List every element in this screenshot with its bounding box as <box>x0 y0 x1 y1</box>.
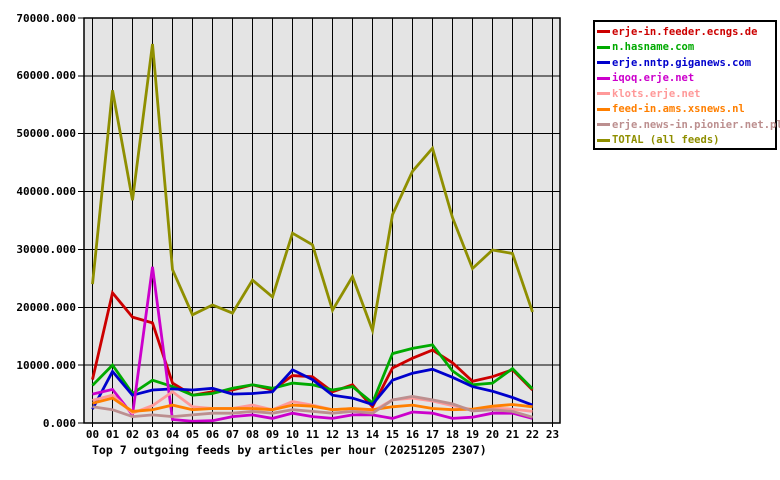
y-tick-label: 40000.000 <box>16 185 76 199</box>
legend-item: erje-in.feeder.ecngs.de <box>597 24 775 40</box>
legend-label: n.hasname.com <box>612 41 695 54</box>
y-tick-label: 60000.000 <box>16 69 76 83</box>
legend-item: erje.news-in.pionier.net.pl <box>597 117 780 133</box>
x-tick-label: 10 <box>285 428 300 441</box>
series-line-2 <box>91 343 534 406</box>
x-tick-label: 21 <box>505 428 520 441</box>
x-tick-label: 00 <box>85 428 100 441</box>
legend-box: erje-in.feeder.ecngs.de n.hasname.com erje… <box>593 20 780 150</box>
series-line-3 <box>91 367 533 410</box>
legend-line-sample-icon <box>597 107 610 111</box>
x-tick-label: 01 <box>105 428 120 441</box>
x-tick-label: 03 <box>145 428 160 441</box>
y-tick-label: 10000.000 <box>16 358 76 372</box>
plot-border <box>83 17 561 424</box>
chart-title: Top 7 outgoing feeds by articles per hou… <box>92 443 487 457</box>
legend-label: klots.erje.net <box>612 87 701 100</box>
legend-label: erje-in.feeder.ecngs.de <box>612 25 758 38</box>
legend-item: n.hasname.com <box>597 40 775 56</box>
x-tick-label: 02 <box>125 428 140 441</box>
y-tick-label: 20000.000 <box>16 300 76 314</box>
x-tick-label: 19 <box>465 428 480 441</box>
x-tick-label: 07 <box>225 428 240 441</box>
x-tick-label: 06 <box>205 428 220 441</box>
series-lines <box>91 43 534 423</box>
x-tick-label: 23 <box>545 428 560 441</box>
legend-line-sample-icon <box>597 76 610 80</box>
series-line-4 <box>92 266 533 423</box>
legend-item: erje.nntp.giganews.com <box>597 55 775 71</box>
legend-label: erje.nntp.giganews.com <box>612 56 752 69</box>
x-tick-label: 14 <box>365 428 380 441</box>
y-axis-labels: 70000.000 60000.000 50000.000 40000.000 3000… <box>0 0 78 440</box>
y-tick-label: 0.000 <box>42 416 76 430</box>
x-tick-label: 15 <box>385 428 400 441</box>
x-tick-label: 18 <box>445 428 460 441</box>
x-tick-label: 12 <box>325 428 340 441</box>
x-tick-label: 16 <box>405 428 420 441</box>
x-axis-labels: 00 01 02 03 04 05 06 07 08 09 10 11 12 13 14 15 16 17 18 19… <box>0 428 780 442</box>
legend-line-sample-icon <box>597 138 610 142</box>
legend-label: feed-in.ams.xsnews.nl <box>612 103 745 116</box>
series-line-6 <box>92 396 533 413</box>
series-line-7 <box>92 394 533 419</box>
x-tick-label: 13 <box>345 428 360 441</box>
y-tick-label: 70000.000 <box>16 11 76 25</box>
x-tick-label: 11 <box>305 428 320 441</box>
legend-label: erje.news-in.pionier.net.pl <box>612 118 780 131</box>
x-tick-label: 08 <box>245 428 260 441</box>
legend-label: iqoq.erje.net <box>612 72 695 85</box>
legend-label: TOTAL (all feeds) <box>612 134 720 147</box>
x-tick-label: 09 <box>265 428 280 441</box>
x-tick-label: 20 <box>485 428 500 441</box>
y-tick-label: 50000.000 <box>16 127 76 141</box>
legend-line-sample-icon <box>597 45 610 49</box>
legend-item: feed-in.ams.xsnews.nl <box>597 102 775 118</box>
legend-item: iqoq.erje.net <box>597 71 775 87</box>
x-tick-label: 05 <box>185 428 200 441</box>
legend-line-sample-icon <box>597 30 610 34</box>
x-tick-label: 17 <box>425 428 440 441</box>
y-tick-label: 30000.000 <box>16 242 76 256</box>
legend-line-sample-icon <box>597 92 610 96</box>
legend-line-sample-icon <box>597 61 610 65</box>
x-tick-label: 22 <box>525 428 540 441</box>
x-tick-label: 04 <box>165 428 180 441</box>
legend-item: TOTAL (all feeds) <box>597 133 775 149</box>
gridlines <box>84 18 560 423</box>
legend-line-sample-icon <box>597 123 610 127</box>
series-line-8 <box>91 43 534 336</box>
legend-item: klots.erje.net <box>597 86 775 102</box>
